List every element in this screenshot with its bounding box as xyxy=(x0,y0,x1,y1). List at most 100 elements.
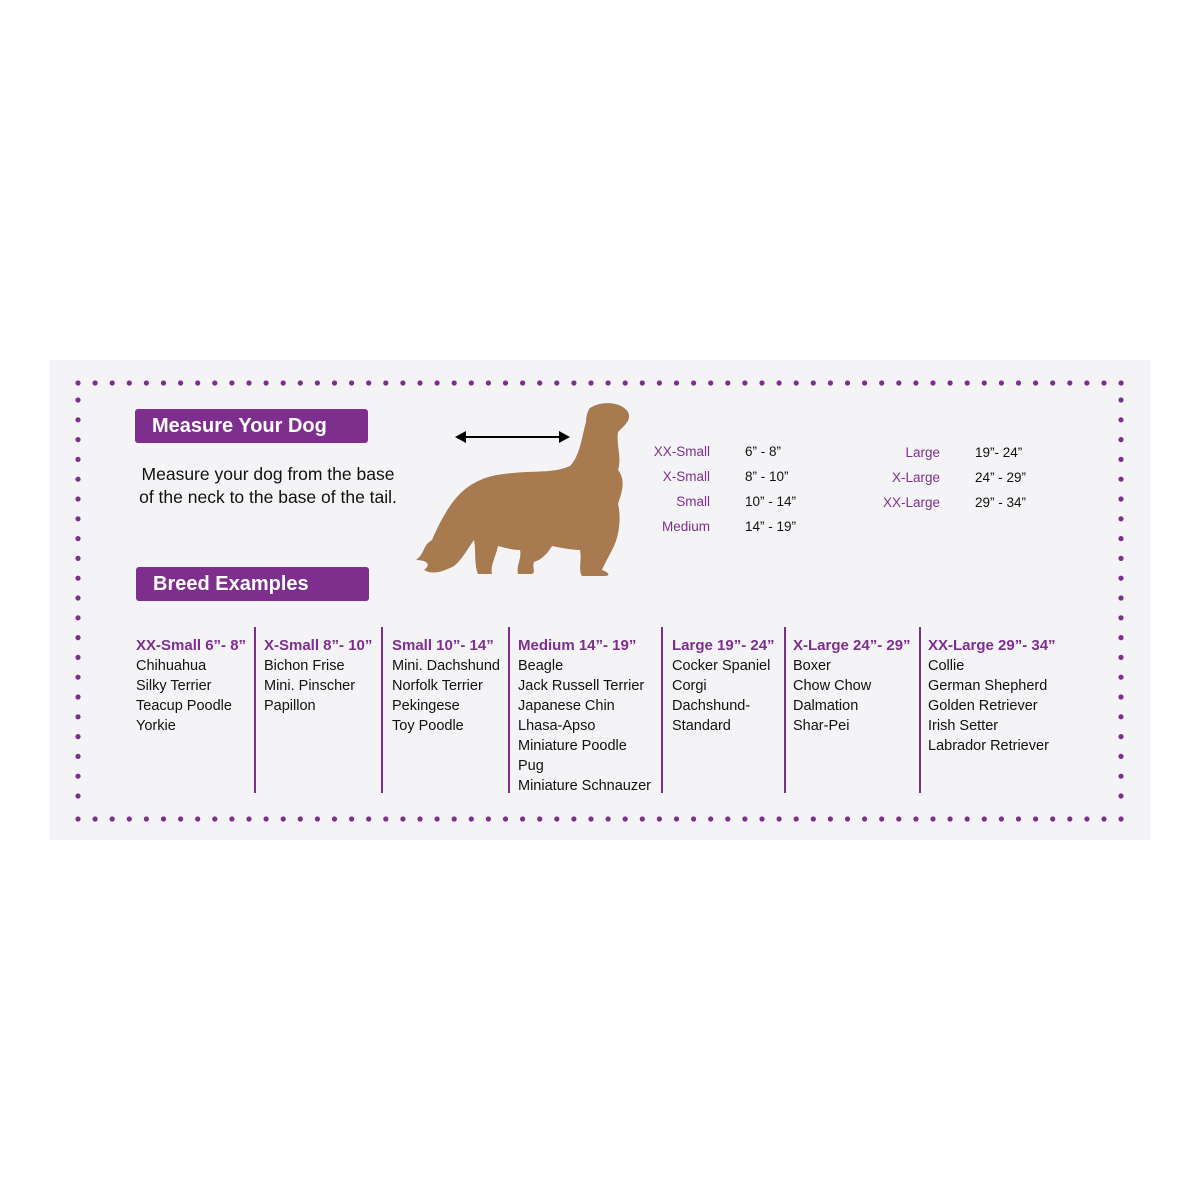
border-dot xyxy=(691,380,697,386)
border-dot xyxy=(75,476,81,482)
border-dot xyxy=(1050,380,1056,386)
border-dot xyxy=(1084,380,1090,386)
border-dot xyxy=(537,380,543,386)
border-dot xyxy=(75,397,81,403)
border-dot xyxy=(622,816,628,822)
border-dot xyxy=(195,816,201,822)
border-dot xyxy=(75,714,81,720)
border-dot xyxy=(759,816,765,822)
border-dot xyxy=(349,816,355,822)
border-dot xyxy=(417,816,423,822)
border-dot xyxy=(126,380,132,386)
breed-item: Dalmation xyxy=(793,698,859,714)
border-dot xyxy=(1015,380,1022,386)
border-dot xyxy=(520,816,526,822)
border-dot xyxy=(75,615,81,621)
border-dot xyxy=(109,816,115,822)
column-header: XX-Large 29”- 34” xyxy=(928,637,1056,654)
border-dot xyxy=(178,816,184,822)
border-dot xyxy=(691,816,697,822)
border-dot xyxy=(1118,635,1124,641)
border-dot xyxy=(178,380,184,386)
border-dot xyxy=(1050,816,1056,822)
column-divider xyxy=(784,627,786,793)
border-dot xyxy=(75,555,81,561)
border-dot xyxy=(1118,496,1124,502)
border-dot xyxy=(622,380,628,386)
breed-item: Corgi xyxy=(672,678,707,694)
size-range: 14” - 19” xyxy=(745,519,797,534)
column-header: Medium 14”- 19” xyxy=(518,637,637,654)
column-header: X-Small 8”- 10” xyxy=(264,637,373,654)
border-dot xyxy=(810,380,816,386)
border-dot xyxy=(75,536,81,542)
breed-item: German Shepherd xyxy=(928,678,1048,694)
size-row: Medium 14” - 19” xyxy=(640,514,796,539)
border-dot xyxy=(485,380,491,386)
border-dot xyxy=(75,417,81,423)
border-dot xyxy=(1118,773,1124,779)
size-list-right: Large 19”- 24” X-Large 24” - 29” XX-Large 2… xyxy=(870,440,1026,515)
border-dot xyxy=(400,816,406,822)
border-dot xyxy=(896,816,902,822)
breed-item: Standard xyxy=(672,718,731,734)
border-dot xyxy=(1118,555,1124,561)
size-row: Large 19”- 24” xyxy=(870,440,1026,465)
border-dot xyxy=(1118,753,1124,759)
border-dot xyxy=(793,380,799,386)
size-range: 19”- 24” xyxy=(975,445,1023,460)
border-dot xyxy=(1118,437,1124,443)
border-dot xyxy=(827,816,834,822)
border-dot xyxy=(1118,654,1124,660)
border-dot xyxy=(776,380,782,386)
size-name: X-Large xyxy=(891,470,940,485)
breed-item: Shar-Pei xyxy=(793,718,850,734)
size-row: XX-Small 6” - 8” xyxy=(640,439,796,464)
border-dot xyxy=(75,456,81,462)
breed-item: Labrador Retriever xyxy=(928,738,1049,754)
breed-item: Chow Chow xyxy=(793,678,872,694)
column-divider xyxy=(381,627,383,793)
border-dot xyxy=(639,816,645,822)
border-dot xyxy=(1118,793,1124,799)
border-dot xyxy=(793,816,799,822)
breed-item: Miniature Poodle xyxy=(518,738,627,754)
border-dot xyxy=(383,380,389,386)
border-dot xyxy=(1067,380,1073,386)
border-dot xyxy=(1118,734,1124,740)
column-header: Small 10”- 14” xyxy=(392,637,494,654)
column-divider xyxy=(508,627,510,793)
border-dot xyxy=(1084,816,1090,822)
border-dot xyxy=(212,816,218,822)
border-dot xyxy=(827,380,834,386)
breed-item: Miniature Schnauzer xyxy=(518,778,651,794)
border-dot xyxy=(998,380,1005,386)
border-dot xyxy=(725,816,731,822)
size-name: Large xyxy=(905,445,940,460)
border-dot xyxy=(571,380,577,386)
border-dot xyxy=(1118,456,1124,462)
size-chart-panel: Measure Your Dog Measure your dog from t… xyxy=(50,360,1150,840)
breed-item: Chihuahua xyxy=(136,658,207,674)
border-dot xyxy=(297,816,303,822)
border-dot xyxy=(263,816,269,822)
size-range: 8” - 10” xyxy=(745,469,789,484)
border-dot xyxy=(947,380,953,386)
border-dot xyxy=(109,380,115,386)
border-dot xyxy=(708,380,714,386)
size-row: X-Large 24” - 29” xyxy=(870,465,1026,490)
border-dot xyxy=(246,380,252,386)
size-range: 6” - 8” xyxy=(745,444,782,459)
breed-item: Golden Retriever xyxy=(928,698,1038,714)
border-dot xyxy=(143,816,149,822)
border-dot xyxy=(879,816,885,822)
breed-item: Pug xyxy=(518,758,544,774)
breed-column: Medium 14”- 19” Beagle Jack Russell Terrie… xyxy=(518,636,651,796)
column-header: XX-Small 6”- 8” xyxy=(136,637,247,654)
border-dot xyxy=(776,816,782,822)
border-dot xyxy=(998,816,1005,822)
border-dot xyxy=(742,816,748,822)
dotted-border xyxy=(75,380,1124,822)
border-dot xyxy=(417,380,423,386)
breed-item: Collie xyxy=(928,658,965,674)
